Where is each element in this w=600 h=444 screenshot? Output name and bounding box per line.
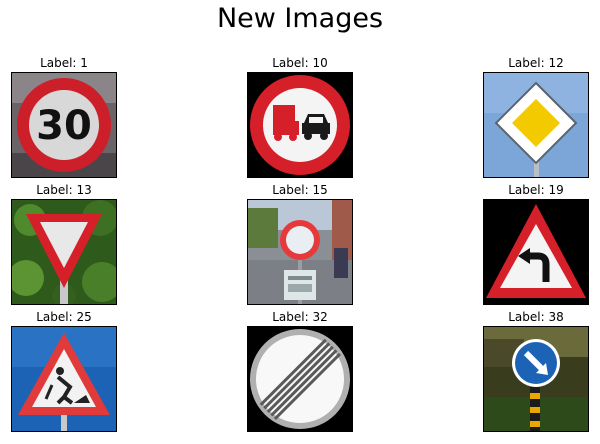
image-cell-1: Label: 1 30 bbox=[11, 56, 117, 178]
image-cell-2: Label: 10 bbox=[247, 56, 353, 178]
image-label: Label: 13 bbox=[36, 183, 92, 197]
image-label: Label: 32 bbox=[272, 310, 328, 324]
end-of-limits-sign-icon bbox=[248, 327, 352, 431]
road-work-sign-image bbox=[11, 326, 117, 432]
yield-sign-image bbox=[11, 199, 117, 305]
image-cell-3: Label: 12 bbox=[483, 56, 589, 178]
image-label: Label: 12 bbox=[508, 56, 564, 70]
no-vehicles-sign-icon bbox=[248, 200, 352, 304]
image-cell-7: Label: 25 bbox=[11, 310, 117, 432]
no-passing-trucks-sign-image bbox=[247, 72, 353, 178]
keep-right-sign-icon bbox=[484, 327, 588, 431]
no-passing-trucks-sign-icon bbox=[248, 73, 352, 177]
image-cell-9: Label: 38 bbox=[483, 310, 589, 432]
image-label: Label: 1 bbox=[40, 56, 88, 70]
image-label: Label: 25 bbox=[36, 310, 92, 324]
image-cell-4: Label: 13 bbox=[11, 183, 117, 305]
priority-road-sign-image bbox=[483, 72, 589, 178]
image-cell-5: Label: 15 bbox=[247, 183, 353, 305]
image-label: Label: 38 bbox=[508, 310, 564, 324]
dangerous-curve-sign-icon bbox=[484, 200, 588, 304]
image-label: Label: 15 bbox=[272, 183, 328, 197]
figure-title: New Images bbox=[216, 3, 384, 34]
speed-limit-30-sign-icon: 30 bbox=[12, 73, 116, 177]
image-label: Label: 10 bbox=[272, 56, 328, 70]
road-work-sign-icon bbox=[12, 327, 116, 431]
end-of-limits-sign-image bbox=[247, 326, 353, 432]
priority-road-sign-icon bbox=[484, 73, 588, 177]
dangerous-curve-sign-image bbox=[483, 199, 589, 305]
keep-right-sign-image bbox=[483, 326, 589, 432]
speed-limit-30-sign-image: 30 bbox=[11, 72, 117, 178]
image-label: Label: 19 bbox=[508, 183, 564, 197]
speed-limit-text: 30 bbox=[36, 103, 92, 149]
image-cell-6: Label: 19 bbox=[483, 183, 589, 305]
yield-sign-icon bbox=[12, 200, 116, 304]
no-vehicles-sign-image bbox=[247, 199, 353, 305]
image-cell-8: Label: 32 bbox=[247, 310, 353, 432]
